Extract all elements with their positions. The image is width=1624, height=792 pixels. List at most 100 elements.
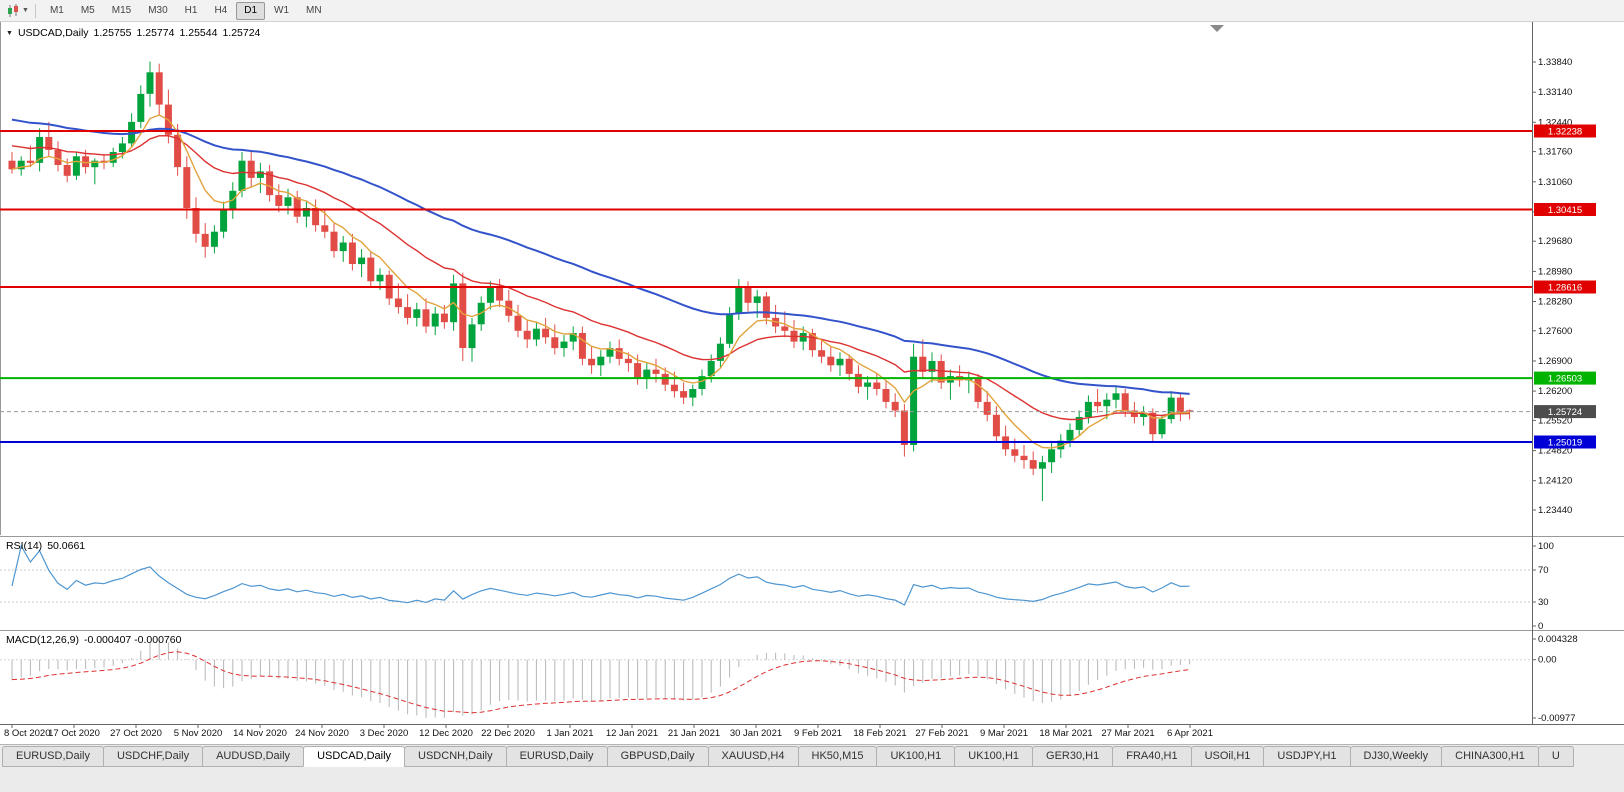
chart-tab-uk100-h1[interactable]: UK100,H1 [954,746,1034,767]
chart-type-dropdown-icon[interactable]: ▼ [22,7,29,14]
svg-text:1.31760: 1.31760 [1538,147,1572,158]
svg-text:1.32440: 1.32440 [1538,117,1572,128]
rsi-panel[interactable]: 100 70 30 0 [0,541,1554,632]
svg-text:1.24820: 1.24820 [1538,446,1572,457]
chart-tab-xauusd-h4[interactable]: XAUUSD,H4 [707,746,799,767]
svg-text:27 Oct 2020: 27 Oct 2020 [110,728,162,739]
chart-shift-marker-icon[interactable] [1210,25,1224,32]
toolbar-separator [34,3,36,18]
chart-tab-hk50-m15[interactable]: HK50,M15 [797,746,878,767]
macd-indicator-label: MACD(12,26,9) -0.000407 -0.000760 [6,634,181,646]
svg-text:1.26200: 1.26200 [1538,386,1572,397]
chart-tab-audusd-daily[interactable]: AUDUSD,Daily [202,746,305,767]
svg-text:18 Feb 2021: 18 Feb 2021 [853,728,906,739]
svg-text:1.31060: 1.31060 [1538,177,1572,188]
chart-tab-eurusd-daily[interactable]: EURUSD,Daily [2,746,104,767]
macd-name: MACD(12,26,9) [6,634,79,646]
svg-text:1.32238: 1.32238 [1548,127,1582,138]
price-badge-1.30415 [1534,203,1596,216]
chart-tab-china300-h1[interactable]: CHINA300,H1 [1441,746,1539,767]
ma-mid-line[interactable] [11,134,1190,421]
chart-tab-usdcad-daily[interactable]: USDCAD,Daily [303,746,406,767]
chart-title: ▼ USDCAD,Daily 1.25755 1.25774 1.25544 1… [6,27,260,39]
svg-text:1.28616: 1.28616 [1548,283,1582,294]
timeframe-button-mn[interactable]: MN [306,4,322,16]
chart-region[interactable]: 1.338401.331401.324401.317601.310601.303… [0,22,1624,744]
svg-text:1.24120: 1.24120 [1538,476,1572,487]
svg-text:0.00: 0.00 [1538,655,1557,666]
chart-tab-eurusd-daily[interactable]: EURUSD,Daily [505,746,608,767]
svg-text:1.26900: 1.26900 [1538,356,1572,367]
timeframe-button-h4[interactable]: H4 [214,4,228,16]
price-axis[interactable]: 1.338401.331401.324401.317601.310601.303… [1532,57,1596,516]
ma-fast-line[interactable] [11,114,1190,449]
svg-text:27 Mar 2021: 27 Mar 2021 [1101,728,1154,739]
chart-tab-dj30-weekly[interactable]: DJ30,Weekly [1349,746,1443,767]
svg-text:12 Dec 2020: 12 Dec 2020 [419,728,473,739]
chart-tab-gbpusd-daily[interactable]: GBPUSD,Daily [606,746,709,767]
svg-text:1.33140: 1.33140 [1538,87,1572,98]
svg-text:1.29680: 1.29680 [1538,236,1572,247]
svg-text:30 Jan 2021: 30 Jan 2021 [730,728,782,739]
timeframe-button-m15[interactable]: M15 [111,4,132,16]
svg-text:17 Oct 2020: 17 Oct 2020 [48,728,100,739]
svg-text:1.27600: 1.27600 [1538,326,1572,337]
ma-slow-line[interactable] [11,118,1190,395]
timeframe-button-m30[interactable]: M30 [148,4,168,16]
chart-canvas[interactable]: 1.338401.331401.324401.317601.310601.303… [0,22,1624,744]
chart-tab-usdjpy-h1[interactable]: USDJPY,H1 [1263,746,1351,767]
timeframe-toolbar: ▼ M1 M5 M15 M30 H1 H4 D1 W1 MN [0,0,1624,22]
svg-text:0.004328: 0.004328 [1538,634,1578,645]
timeframe-button-h1[interactable]: H1 [184,4,198,16]
macd-panel[interactable]: 0.004328 0.00 -0.00977 [0,634,1578,724]
chart-tab-uk100-h1[interactable]: UK100,H1 [876,746,956,767]
candlestick-series[interactable] [8,61,1194,501]
timeframe-button-m5[interactable]: M5 [80,4,95,16]
candlestick-chart-glyph [8,3,18,17]
svg-text:30: 30 [1538,597,1549,608]
svg-text:24 Nov 2020: 24 Nov 2020 [295,728,349,739]
candlestick-chart-icon[interactable] [5,3,21,18]
svg-text:0: 0 [1538,621,1543,632]
svg-text:8 Oct 2020: 8 Oct 2020 [4,728,50,739]
chart-tab-usoil-h1[interactable]: USOil,H1 [1190,746,1265,767]
svg-text:12 Jan 2021: 12 Jan 2021 [606,728,658,739]
svg-text:1.25019: 1.25019 [1548,438,1582,449]
ohlc-close: 1.25724 [222,27,261,39]
macd-signal-line [11,651,1190,714]
ohlc-open: 1.25755 [93,27,132,39]
chart-tab-usdcnh-daily[interactable]: USDCNH,Daily [404,746,507,767]
svg-text:9 Feb 2021: 9 Feb 2021 [794,728,842,739]
price-badge-1.32238 [1534,124,1596,138]
svg-text:1 Jan 2021: 1 Jan 2021 [546,728,593,739]
timeframe-buttons: M1 M5 M15 M30 H1 H4 D1 W1 MN [42,1,331,20]
svg-text:5 Nov 2020: 5 Nov 2020 [174,728,223,739]
chart-tab-ger30-h1[interactable]: GER30,H1 [1032,746,1114,767]
collapse-chart-icon[interactable]: ▼ [6,30,13,37]
svg-text:1.26503: 1.26503 [1548,374,1582,385]
chart-tab-usdchf-daily[interactable]: USDCHF,Daily [102,746,204,767]
timeframe-button-d1[interactable]: D1 [236,1,266,20]
price-badge-1.25019 [1534,435,1596,449]
timeframe-button-m1[interactable]: M1 [49,4,64,16]
svg-text:18 Mar 2021: 18 Mar 2021 [1039,728,1092,739]
svg-text:100: 100 [1538,541,1554,552]
ohlc-high: 1.25774 [136,27,175,39]
rsi-line [11,544,1190,606]
svg-text:22 Dec 2020: 22 Dec 2020 [481,728,535,739]
price-badge-1.26503 [1534,371,1596,385]
svg-text:9 Mar 2021: 9 Mar 2021 [980,728,1028,739]
svg-text:1.33840: 1.33840 [1538,57,1572,68]
current-price-badge [1534,405,1596,419]
svg-text:1.25724: 1.25724 [1548,407,1582,418]
svg-text:27 Feb 2021: 27 Feb 2021 [915,728,968,739]
chart-tab-u[interactable]: U [1537,746,1574,767]
svg-text:21 Jan 2021: 21 Jan 2021 [668,728,720,739]
svg-text:6 Apr 2021: 6 Apr 2021 [1167,728,1213,739]
macd-histogram [11,640,1191,718]
svg-text:1.28280: 1.28280 [1538,297,1572,308]
svg-text:14 Nov 2020: 14 Nov 2020 [233,728,287,739]
timeframe-button-w1[interactable]: W1 [274,4,290,16]
chart-tab-fra40-h1[interactable]: FRA40,H1 [1112,746,1192,767]
